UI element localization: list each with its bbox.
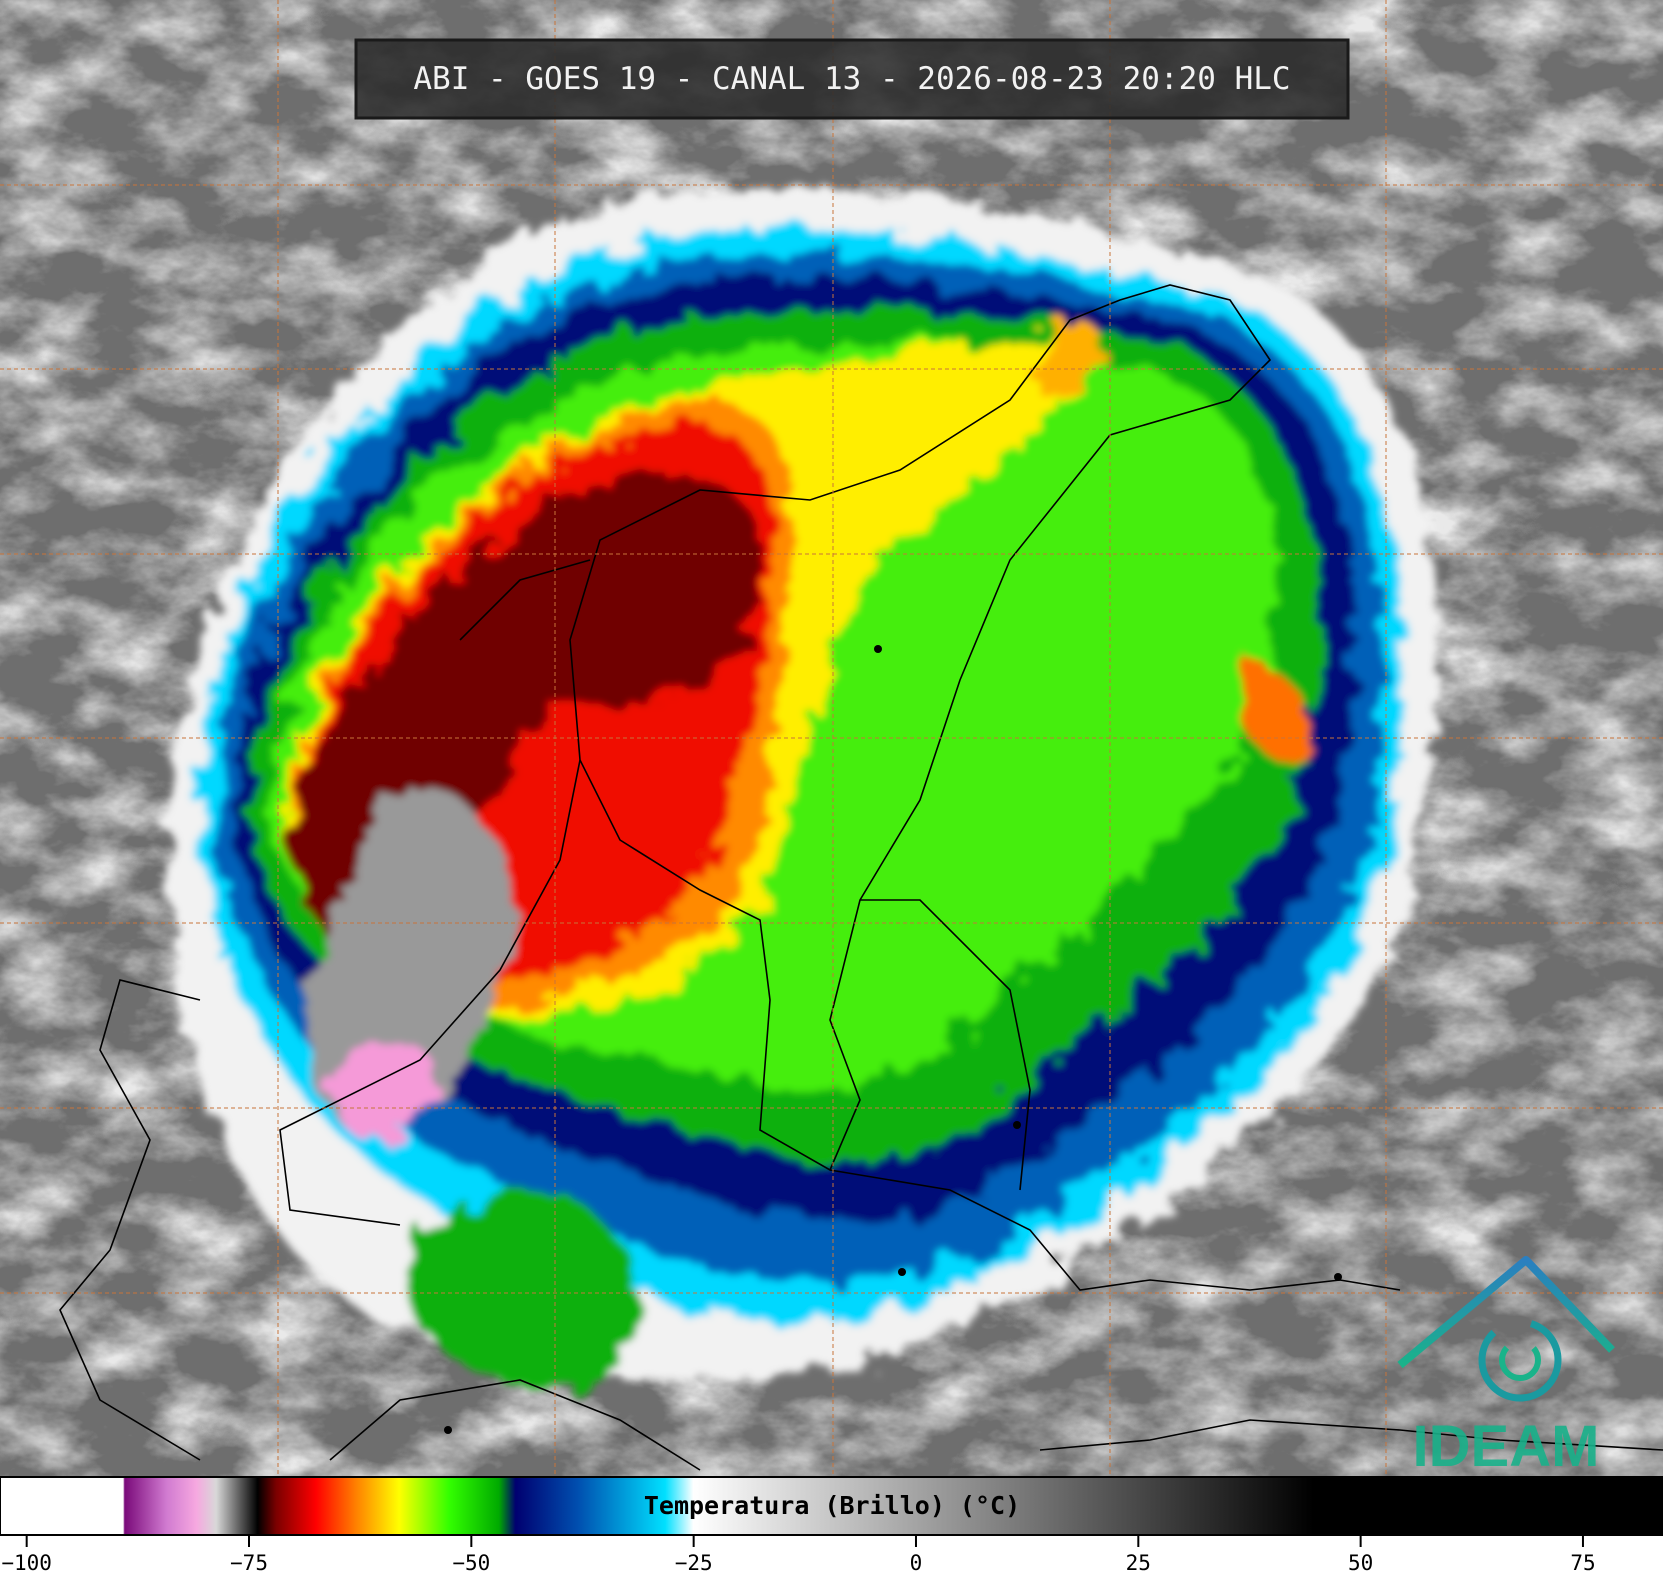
grid [0,0,1663,1477]
tick-label: 50 [1348,1551,1373,1575]
title-box: ABI - GOES 19 - CANAL 13 - 2026-08-23 20… [354,38,1350,120]
tick-label: −100 [1,1551,52,1575]
tick-label: 0 [910,1551,923,1575]
tick-label: −25 [675,1551,713,1575]
map [0,0,1663,1477]
title: ABI - GOES 19 - CANAL 13 - 2026-08-23 20… [413,61,1290,97]
colorbar-ramp [0,1476,1663,1536]
tick-label: −75 [230,1551,268,1575]
tick-label: 75 [1570,1551,1595,1575]
colorbar: Temperatura (Brillo) (°C) −100 −75 −50 −25 0… [0,1476,1663,1575]
colorbar-label: Temperatura (Brillo) (°C) [644,1491,1020,1520]
logo-text: IDEAM [1413,1414,1600,1479]
tick-label: 25 [1126,1551,1151,1575]
logo: IDEAM [1397,1256,1615,1479]
tick-label: −50 [452,1551,490,1575]
